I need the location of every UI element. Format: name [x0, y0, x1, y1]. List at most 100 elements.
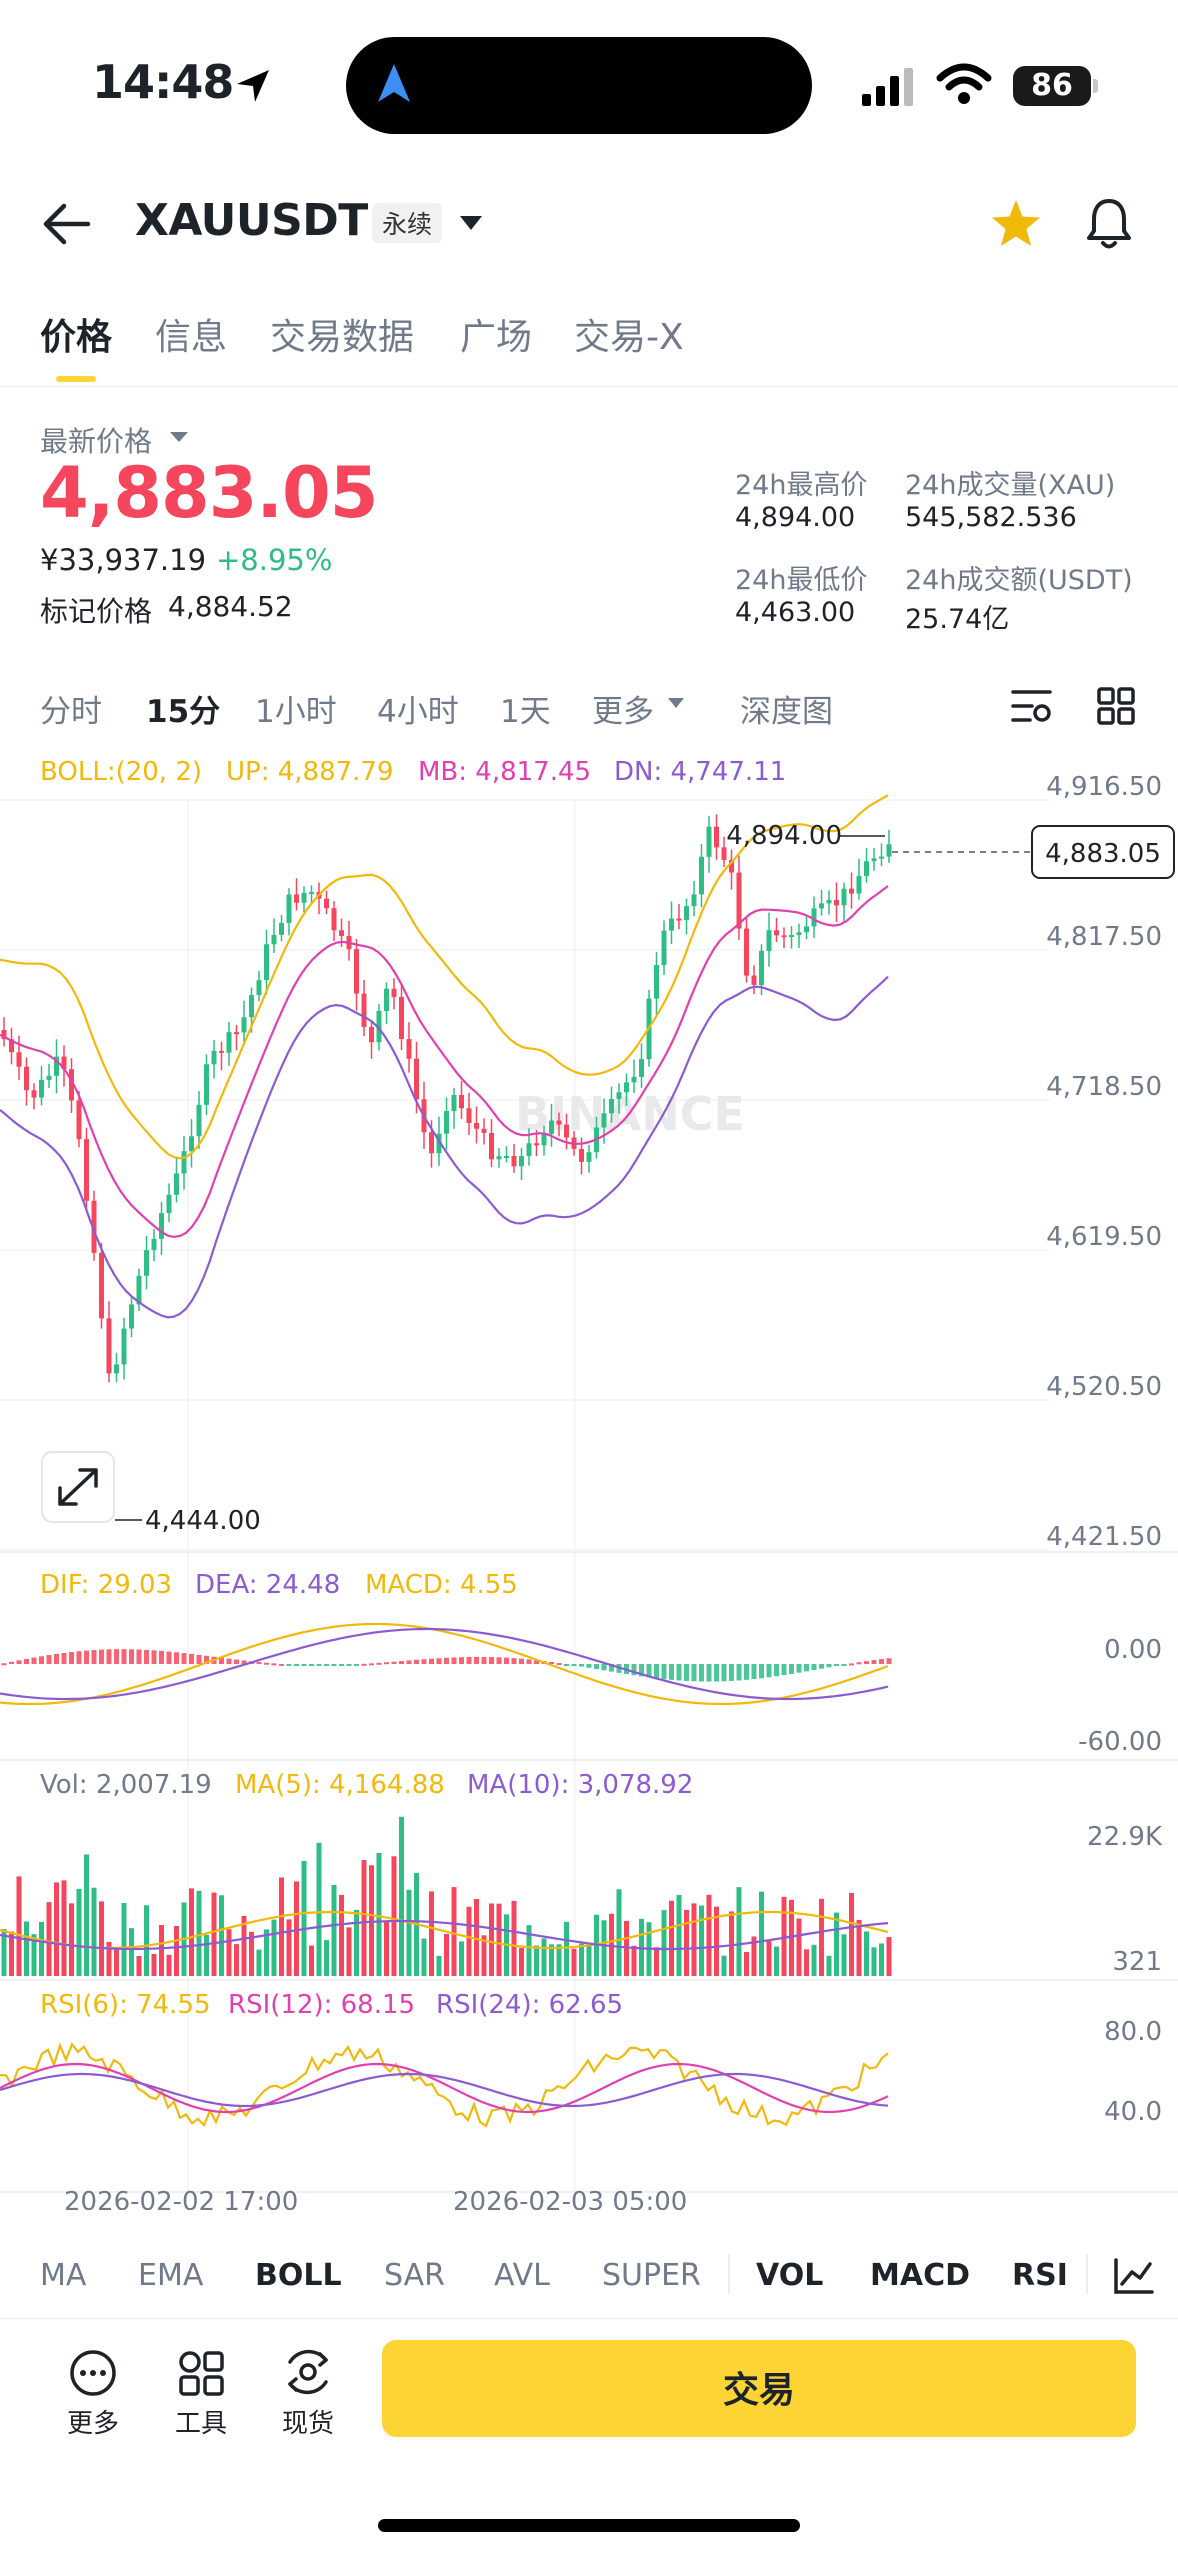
timeframe-line[interactable]: 分时 [40, 694, 102, 730]
low-24h-value: 4,463.00 [735, 597, 856, 628]
volume-bar [616, 1889, 622, 1976]
indicator-ma[interactable]: MA [40, 2258, 87, 2293]
macd-dif-label: DIF: 29.03 [40, 1570, 172, 1600]
indicator-rsi[interactable]: RSI [1012, 2258, 1068, 2293]
tab-trading-data[interactable]: 交易数据 [270, 317, 415, 358]
more-icon[interactable] [68, 2348, 118, 2398]
last-price-caret-icon[interactable] [168, 430, 190, 444]
amount-24h-label: 24h成交额(USDT) [905, 565, 1133, 596]
candle-body [249, 994, 254, 1018]
macd-bar [654, 1664, 659, 1679]
symbol-title[interactable]: XAUUSDT [135, 195, 368, 246]
timeframe-1h[interactable]: 1小时 [255, 694, 337, 730]
macd-bar [84, 1650, 89, 1664]
spot-icon[interactable] [282, 2346, 334, 2398]
more-button-label[interactable]: 更多 [66, 2409, 119, 2439]
indicator-macd[interactable]: MACD [870, 2258, 970, 2293]
macd-bar [864, 1661, 869, 1664]
candle-body [811, 908, 817, 927]
timeframe-more[interactable]: 更多 [592, 694, 654, 730]
macd-bar [601, 1664, 607, 1671]
volume-bar [436, 1955, 442, 1976]
chart-settings-icon[interactable] [1010, 686, 1054, 726]
back-arrow-icon[interactable] [40, 200, 92, 248]
volume-bar [669, 1900, 674, 1976]
indicator-boll[interactable]: BOLL [255, 2258, 342, 2293]
indicator-avl[interactable]: AVL [494, 2258, 550, 2293]
macd-bar [856, 1662, 862, 1665]
candle-body [751, 975, 757, 985]
candle-body [84, 1139, 89, 1201]
spot-button-label[interactable]: 现货 [281, 2409, 334, 2439]
candle-body [436, 1133, 442, 1154]
cny-price: ¥33,937.19 [40, 543, 207, 577]
last-price-label[interactable]: 最新价格 [40, 425, 153, 458]
timeframe-15m[interactable]: 15分 [146, 694, 221, 730]
indicator-sar[interactable]: SAR [384, 2258, 445, 2293]
volume-bar [301, 1860, 307, 1976]
favorite-star-icon[interactable] [990, 198, 1042, 250]
macd-bar [151, 1650, 157, 1664]
candle-body [691, 894, 697, 907]
macd-bar [646, 1664, 652, 1678]
volume-bar [474, 1898, 479, 1976]
macd-bar [729, 1664, 734, 1681]
candle-body [714, 826, 719, 848]
volume-bar [361, 1860, 367, 1976]
indicator-vol[interactable]: VOL [756, 2258, 824, 2293]
indicator-super[interactable]: SUPER [602, 2258, 701, 2293]
volume-bar [811, 1944, 817, 1976]
volume-bar [849, 1892, 854, 1976]
tab-info[interactable]: 信息 [155, 317, 228, 358]
more-caret-icon[interactable] [666, 697, 686, 709]
volume-bar [466, 1906, 472, 1976]
tab-square[interactable]: 广场 [460, 317, 533, 358]
macd-bar [676, 1664, 682, 1681]
vol-tick-label: 22.9K [1087, 1822, 1163, 1852]
candle-body [879, 856, 884, 859]
volume-bar [264, 1929, 269, 1976]
candle-body [166, 1194, 172, 1214]
symbol-dropdown-caret-icon[interactable] [458, 214, 484, 232]
tools-icon[interactable] [176, 2348, 226, 2398]
volume-bar [879, 1943, 884, 1976]
indicator-ema[interactable]: EMA [138, 2258, 204, 2293]
grid-layout-icon[interactable] [1096, 686, 1136, 726]
volume-bar [796, 1918, 802, 1976]
tools-button-label[interactable]: 工具 [174, 2409, 227, 2439]
candle-body [609, 1099, 614, 1114]
macd-bar [384, 1662, 389, 1665]
volume-bar [699, 1905, 704, 1976]
candle-body [549, 1120, 554, 1134]
volume-24h-value: 545,582.536 [905, 502, 1077, 533]
volume-bar [196, 1890, 202, 1976]
candle-body [504, 1155, 509, 1158]
low-price-marker: 4,444.00 [145, 1506, 261, 1536]
macd-bar [181, 1653, 187, 1664]
volume-bar [549, 1944, 554, 1976]
volume-bar [84, 1854, 89, 1976]
trade-button[interactable]: 交易 [382, 2340, 1136, 2437]
candle-body [466, 1108, 472, 1124]
candle-body [796, 932, 802, 936]
tab-trade-x[interactable]: 交易-X [574, 317, 684, 358]
tab-price[interactable]: 价格 [40, 317, 113, 358]
volume-bar [571, 1948, 577, 1976]
candle-body [31, 1090, 37, 1098]
notification-bell-icon[interactable] [1084, 196, 1134, 252]
timeframe-4h[interactable]: 4小时 [377, 694, 459, 730]
indicator-settings-icon[interactable] [1112, 2256, 1156, 2296]
depth-chart-tab[interactable]: 深度图 [740, 694, 833, 730]
candle-body [654, 965, 659, 999]
candle-body [519, 1156, 524, 1167]
price-chart[interactable]: BINANCE BOLL:(20, 2) UP: 4,887.79 MB: 4,… [0, 740, 1178, 2210]
volume-bar [654, 1947, 659, 1976]
volume-bar [286, 1919, 292, 1976]
macd-tick-label: 0.00 [1104, 1635, 1162, 1665]
volume-bar [496, 1903, 502, 1976]
timeframe-1d[interactable]: 1天 [500, 694, 551, 730]
volume-bar [429, 1891, 434, 1976]
vol-ma10-label: MA(10): 3,078.92 [467, 1770, 693, 1800]
macd-bar [309, 1664, 314, 1666]
candle-body [481, 1128, 487, 1133]
